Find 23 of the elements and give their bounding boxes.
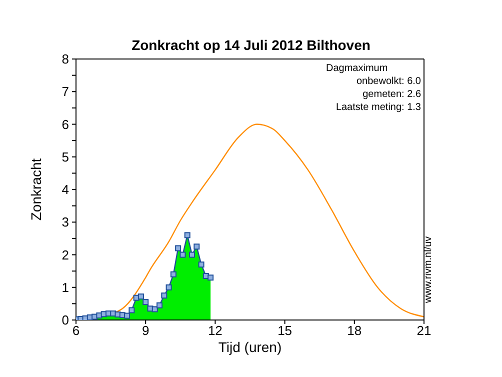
annotation: Laatste meting: 1.3 [334,101,421,114]
y-tick-label: 8 [62,52,69,67]
x-axis-title: Tijd (uren) [218,339,282,355]
annotation: onbewolkt: 6.0 [356,75,421,88]
x-tick-label: 9 [142,323,150,338]
y-tick-label: 0 [62,312,69,328]
x-tick-label: 12 [208,323,222,338]
y-tick-label: 1 [62,280,69,295]
y-tick-label: 5 [62,149,69,164]
x-tick-label: 18 [347,323,362,338]
y-tick-label: 2 [62,247,69,262]
x-tick-label: 6 [72,323,80,338]
y-tick-label: 7 [62,84,69,100]
chart-title: Zonkracht op 14 Juli 2012 Bilthoven [130,37,372,53]
y-tick-label: 3 [62,214,69,230]
annotation: www.rivm.nl/uv [423,236,434,303]
x-tick-label: 15 [278,323,292,338]
annotation: gemeten: 2.6 [362,88,421,101]
y-tick-label: 4 [62,182,69,198]
y-tick-label: 6 [62,116,69,132]
y-axis-title: Zonkracht [28,158,44,221]
annotation: Dagmaximum [325,62,389,75]
x-tick-label: 21 [416,323,432,338]
